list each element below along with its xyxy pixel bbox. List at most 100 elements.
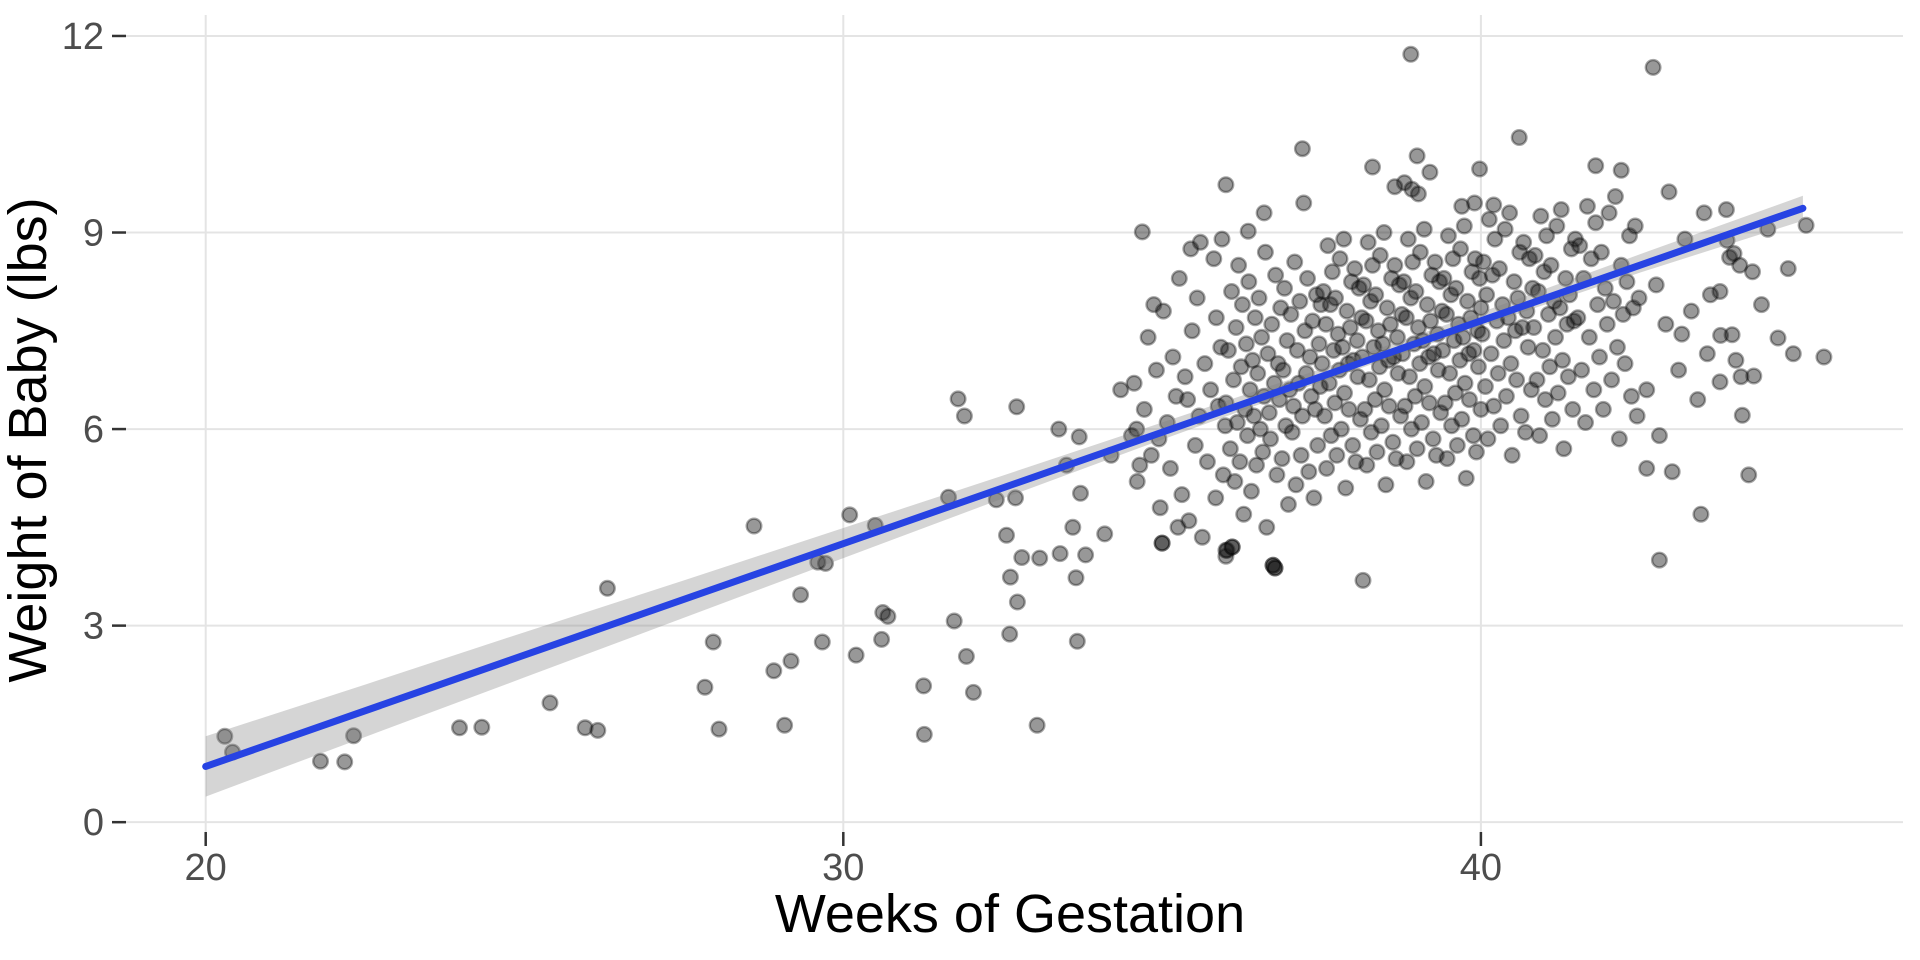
data-point [1411,243,1429,261]
data-point [1406,387,1424,405]
data-point [1587,214,1605,232]
data-point [1598,315,1616,333]
data-point [1323,263,1341,281]
data-point [915,725,933,743]
data-point [1305,489,1323,507]
data-point [1673,325,1691,343]
data-point [1731,256,1749,274]
data-point [1198,453,1216,471]
data-point [1501,204,1519,222]
data-point [1513,319,1531,337]
data-point [598,579,616,597]
data-point [1647,276,1665,294]
data-point [1291,292,1309,310]
data-point [704,633,722,651]
data-point [1490,260,1508,278]
data-point [1261,430,1279,448]
data-point [1390,276,1408,294]
data-point [1217,547,1235,565]
data-point [1400,368,1418,386]
data-point [1443,417,1461,435]
data-point [1451,240,1469,258]
data-point [1264,556,1282,574]
data-point [1582,250,1600,268]
data-point [1227,319,1245,337]
data-point [1335,384,1353,402]
data-point [1267,266,1285,284]
data-point [1008,593,1026,611]
data-point [1381,315,1399,333]
data-point [1239,222,1257,240]
data-point [1173,486,1191,504]
data-point [1717,201,1735,219]
y-tick-label: 6 [83,409,104,451]
data-point [1403,180,1421,198]
data-point [1409,185,1427,203]
data-point [1460,345,1478,363]
data-point [1375,223,1393,241]
data-point [710,720,728,738]
data-point [1472,299,1490,317]
data-point [1622,387,1640,405]
data-point [1398,453,1416,471]
data-point [1402,420,1420,438]
data-point [1569,309,1587,327]
data-point [1230,256,1248,274]
data-point [1480,210,1498,228]
data-point [1259,345,1277,363]
data-point [1497,387,1515,405]
data-point [1186,436,1204,454]
data-point [1711,373,1729,391]
data-point [1392,407,1410,425]
data-point [1478,286,1496,304]
data-point [1147,361,1165,379]
data-point [1610,430,1628,448]
data-point [1408,440,1426,458]
data-point [1369,322,1387,340]
data-point [1612,161,1630,179]
data-point [1304,312,1322,330]
data-point [1727,351,1745,369]
data-point [1154,302,1172,320]
data-point [1393,305,1411,323]
data-point [1128,420,1146,438]
data-point [1467,443,1485,461]
data-point [1380,397,1398,415]
data-point [312,752,330,770]
data-point [1266,559,1284,577]
data-point [1354,571,1372,589]
data-point [1266,559,1284,577]
data-point [873,630,891,648]
data-point [1372,417,1390,435]
data-point [1433,302,1451,320]
x-tick-label: 20 [185,847,227,889]
data-point [1028,716,1046,734]
data-point [1692,505,1710,523]
data-point [1269,355,1287,373]
data-point [1068,632,1086,650]
y-tick-label: 0 [83,802,104,844]
data-point [1145,296,1163,314]
data-point [1464,427,1482,445]
data-point [1193,528,1211,546]
data-point [1260,404,1278,422]
data-point [1495,332,1513,350]
data-point [1067,569,1085,587]
data-point [1228,414,1246,432]
data-point [1387,450,1405,468]
data-point [1769,329,1787,347]
data-point [1620,227,1638,245]
data-point [1549,384,1567,402]
data-point [1338,302,1356,320]
data-point [1221,440,1239,458]
data-point [1399,230,1417,248]
data-point [1444,250,1462,268]
data-point [1418,296,1436,314]
x-axis-ticks [204,832,1483,846]
data-point [1451,351,1469,369]
data-point [1421,312,1439,330]
data-point [1516,423,1534,441]
data-point [1571,237,1589,255]
data-point [1309,436,1327,454]
data-point [1013,549,1031,567]
